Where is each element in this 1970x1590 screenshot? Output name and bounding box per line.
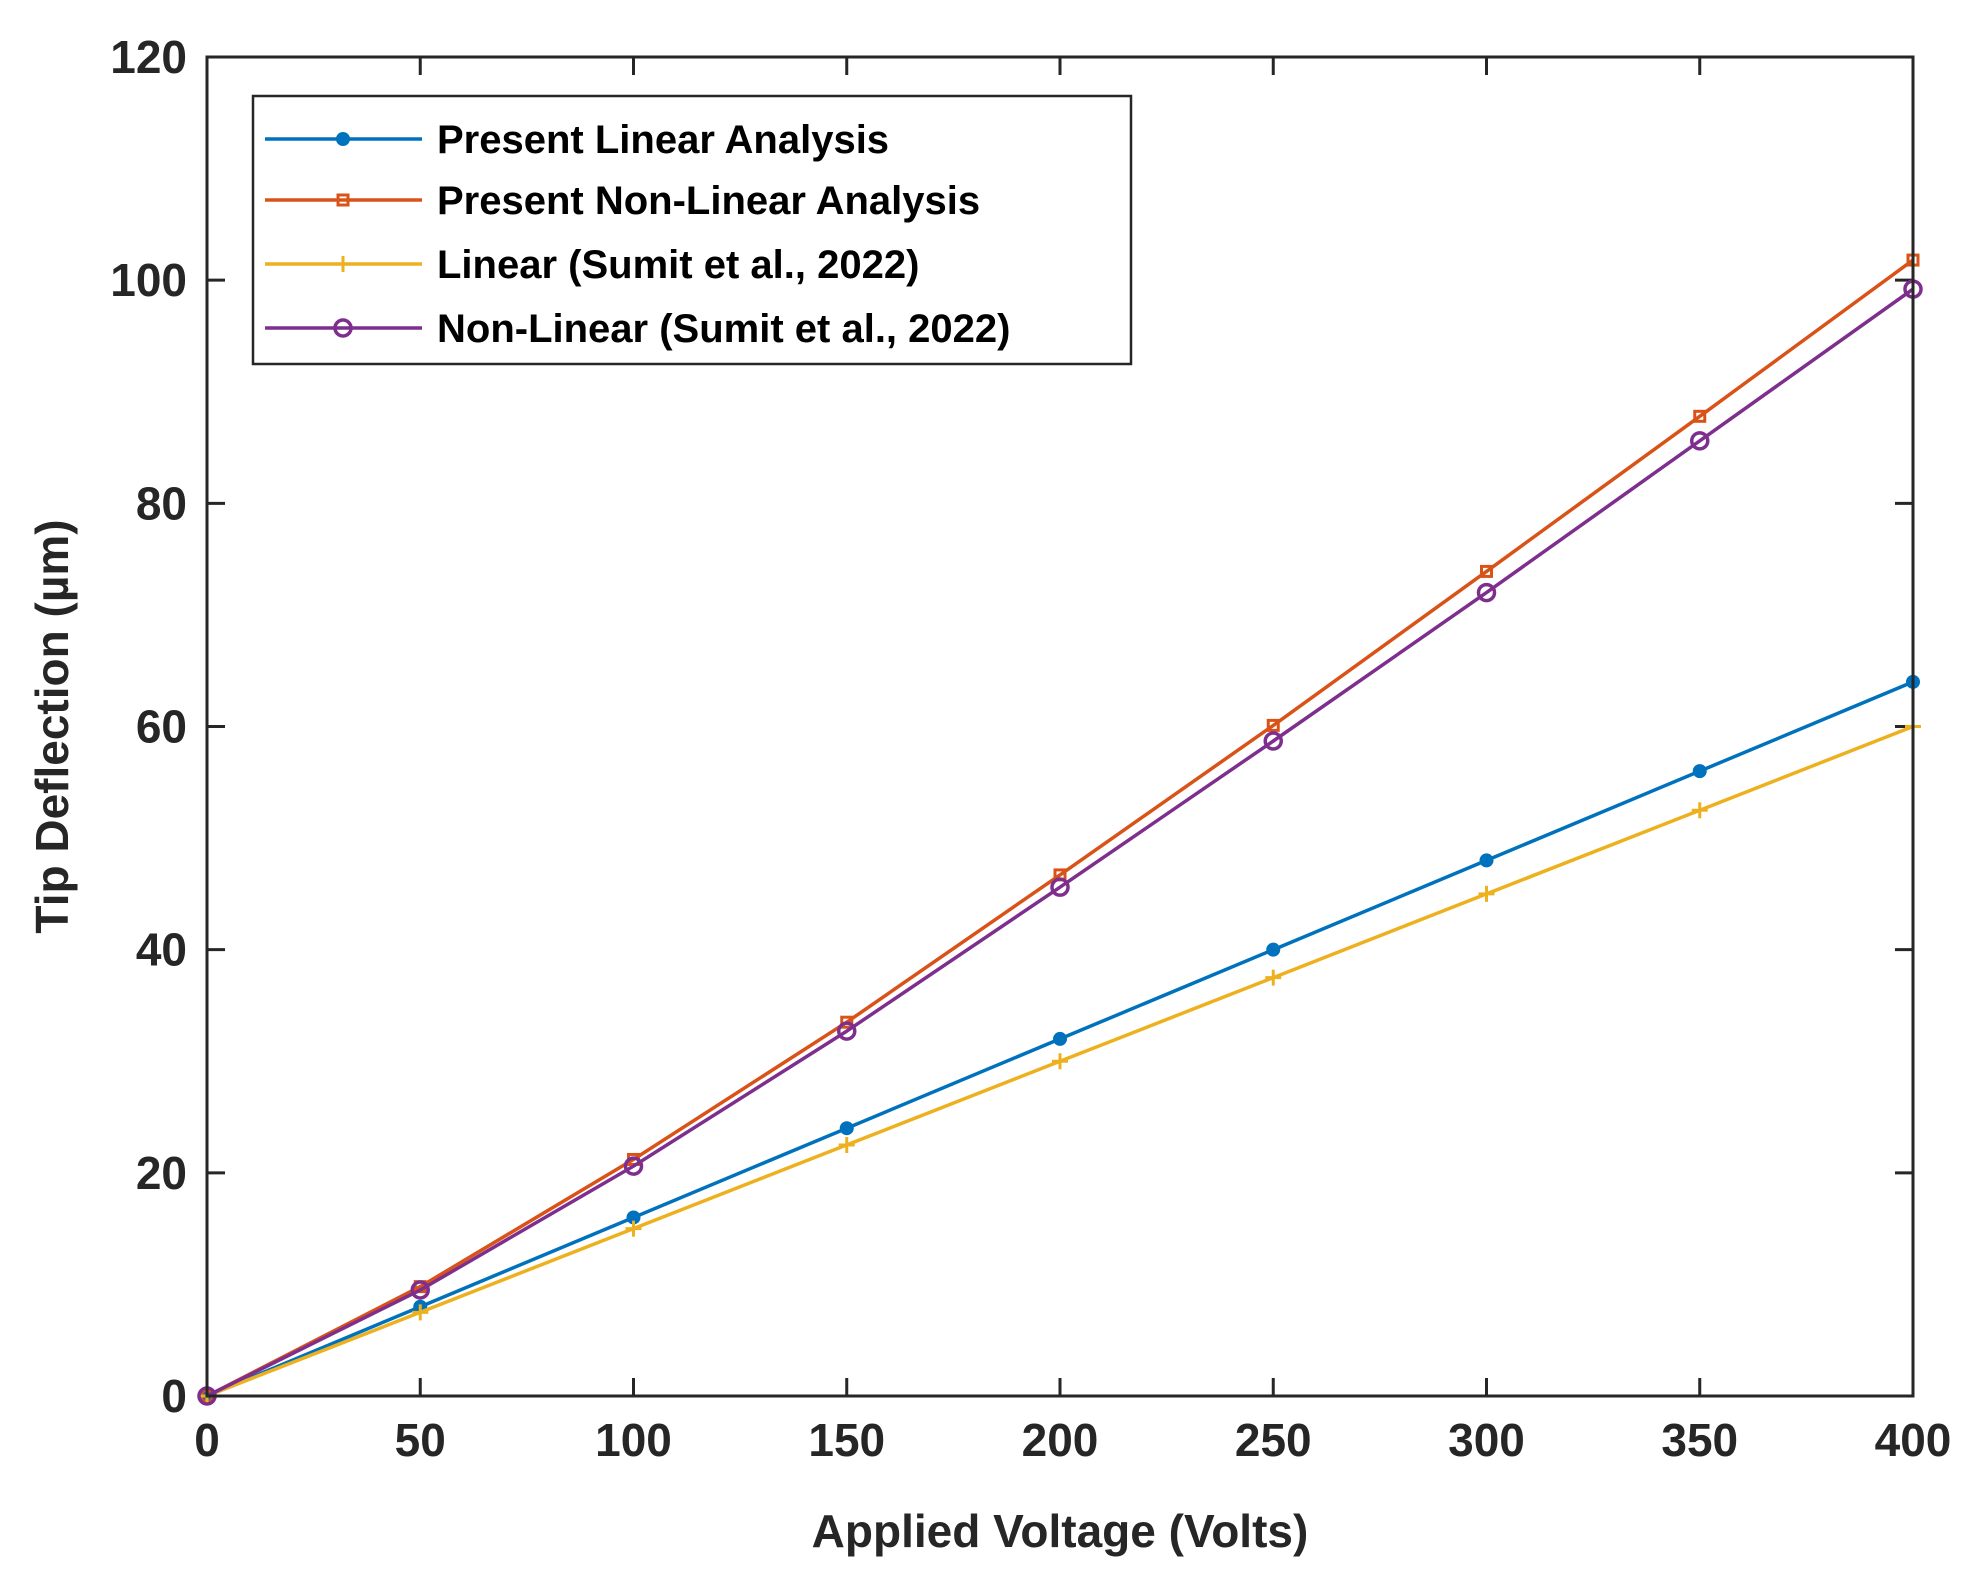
x-tick-label: 100 bbox=[595, 1414, 672, 1466]
y-tick-label: 60 bbox=[136, 701, 187, 753]
legend-swatch-marker bbox=[333, 318, 353, 338]
x-tick-label: 400 bbox=[1875, 1414, 1952, 1466]
legend-entry: Linear (Sumit et al., 2022) bbox=[265, 243, 919, 287]
series-line bbox=[206, 287, 1915, 1398]
data-point-marker bbox=[1266, 942, 1281, 957]
y-axis-title: Tip Deflection (µm) bbox=[26, 519, 78, 933]
y-tick-label: 80 bbox=[136, 477, 187, 529]
data-point-marker bbox=[1691, 802, 1708, 819]
data-point-marker bbox=[840, 1015, 854, 1029]
legend-swatch-marker bbox=[336, 193, 350, 207]
legend-swatch-marker bbox=[335, 256, 351, 272]
legend-swatch-marker bbox=[336, 132, 350, 146]
y-tick-label: 40 bbox=[136, 924, 187, 976]
data-point-marker bbox=[1476, 582, 1497, 603]
x-tick-label: 50 bbox=[395, 1414, 446, 1466]
y-tick-label: 20 bbox=[136, 1147, 187, 1199]
data-point-marker bbox=[1050, 877, 1070, 897]
data-point-marker bbox=[838, 1136, 855, 1153]
x-tick-label: 200 bbox=[1022, 1414, 1099, 1466]
legend-label: Non-Linear (Sumit et al., 2022) bbox=[437, 307, 1010, 351]
plot-area-frame bbox=[205, 55, 1915, 1398]
series-4 bbox=[197, 279, 1923, 1406]
legend-entry: Non-Linear (Sumit et al., 2022) bbox=[265, 307, 1010, 351]
data-point-marker bbox=[1480, 564, 1493, 578]
legend-label: Present Non-Linear Analysis bbox=[437, 179, 980, 223]
legend-label: Linear (Sumit et al., 2022) bbox=[437, 243, 919, 287]
y-tick-label: 0 bbox=[161, 1370, 187, 1422]
x-axis-title: Applied Voltage (Volts) bbox=[812, 1505, 1309, 1557]
data-point-marker bbox=[1479, 853, 1494, 868]
data-point-marker bbox=[1265, 969, 1282, 986]
legend: Present Linear Analysis Present Non-Linea… bbox=[251, 94, 1133, 366]
data-point-marker bbox=[1692, 764, 1707, 779]
series-line bbox=[206, 258, 1915, 1398]
data-point-marker bbox=[1053, 1031, 1067, 1046]
x-tick-label: 150 bbox=[808, 1414, 885, 1466]
x-tick-label: 250 bbox=[1235, 1414, 1312, 1466]
data-point-marker bbox=[625, 1220, 642, 1237]
legend-entry: Present Linear Analysis bbox=[265, 118, 889, 162]
x-tick-label: 0 bbox=[194, 1414, 220, 1466]
data-point-marker bbox=[1478, 885, 1495, 902]
legend-label: Present Linear Analysis bbox=[437, 118, 889, 162]
plot-series bbox=[197, 253, 1923, 1406]
data-point-marker bbox=[412, 1304, 429, 1321]
y-tick-label: 100 bbox=[110, 254, 187, 306]
data-point-marker bbox=[1263, 731, 1283, 751]
data-point-marker bbox=[1693, 409, 1707, 423]
x-tick-label: 350 bbox=[1661, 1414, 1738, 1466]
axis-ticks: 0 50 100 150 200 250 300 350 400 0 20 40 60 80 100 120 bbox=[110, 31, 1951, 1466]
x-tick-label: 300 bbox=[1448, 1414, 1525, 1466]
legend-entry: Present Non-Linear Analysis bbox=[265, 179, 980, 223]
data-point-marker bbox=[837, 1021, 857, 1041]
data-point-marker bbox=[410, 1280, 430, 1300]
data-point-marker bbox=[1266, 718, 1280, 732]
y-tick-label: 120 bbox=[110, 31, 187, 83]
data-point-marker bbox=[1690, 431, 1710, 451]
data-point-marker bbox=[839, 1121, 854, 1136]
data-point-marker bbox=[1052, 1053, 1068, 1070]
data-point-marker bbox=[623, 1156, 644, 1176]
